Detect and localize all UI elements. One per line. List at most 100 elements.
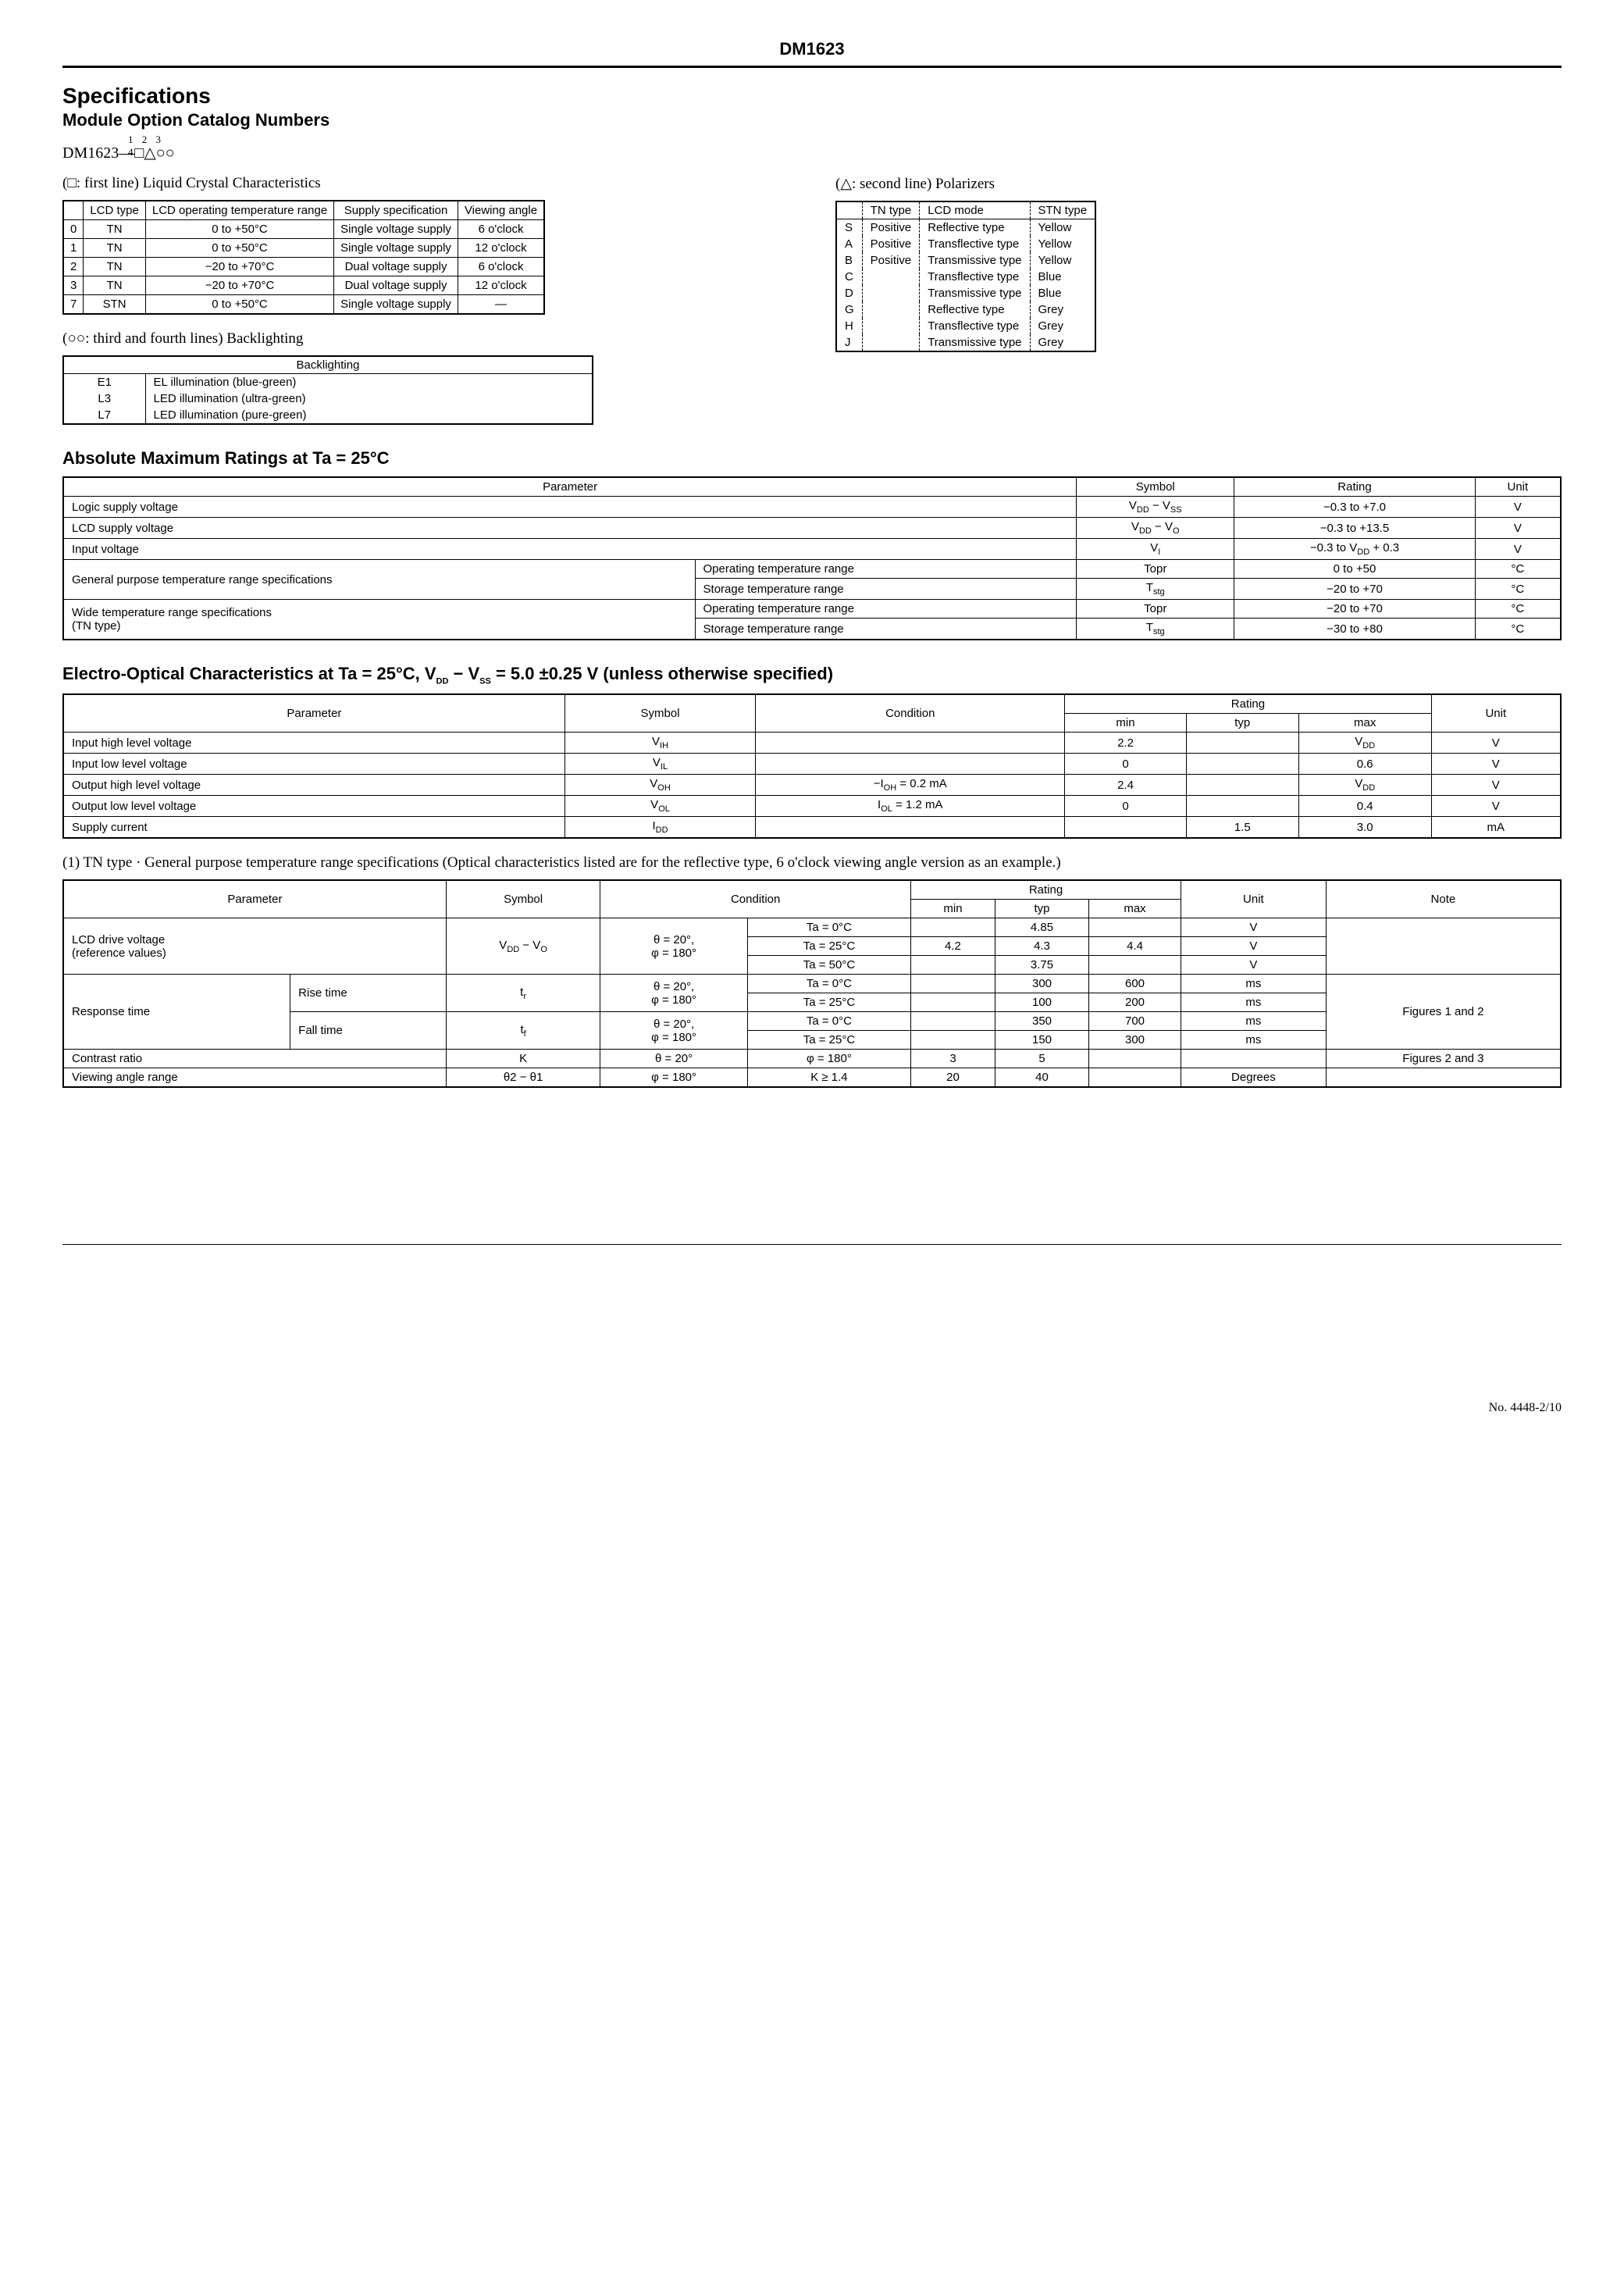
tn-c: 5 [995,1050,1088,1068]
eo-cell: V [1431,754,1561,775]
pol-cell: Yellow [1030,252,1095,269]
tn-c: θ = 20°,φ = 180° [600,1012,748,1050]
tn-c: 700 [1089,1012,1181,1031]
tn-c: VDD − VO [446,918,600,975]
footer-rule [62,1244,1562,1245]
eo-cell [756,733,1065,754]
eo-cell: VIH [564,733,755,754]
tn-c: 3.75 [995,956,1088,975]
lcd-header-cell: Viewing angle [458,201,544,220]
tn-c [1089,956,1181,975]
tn-c: Response time [63,975,290,1050]
tn-h: Rating [910,880,1181,900]
tn-c: Ta = 0°C [747,918,910,937]
backlight-desc: LED illumination (ultra-green) [145,390,593,407]
eo-cell: VIL [564,754,755,775]
tn-c: Viewing angle range [63,1068,446,1088]
tn-h: Note [1326,880,1561,918]
abs-cell: −0.3 to VDD + 0.3 [1234,539,1475,560]
eo-h: min [1065,714,1186,733]
tn-type-table: Parameter Symbol Condition Rating Unit N… [62,879,1562,1088]
pol-cell [862,334,920,351]
pol-cell: J [836,334,862,351]
abs-cell: VI [1077,539,1234,560]
eo-cell: VDD [1298,775,1431,796]
pol-cell: Grey [1030,318,1095,334]
tn-c [910,1012,995,1031]
tn-c: θ = 20° [600,1050,748,1068]
abs-cell: Tstg [1077,579,1234,600]
tn-c [1326,918,1561,975]
eo-cell: V [1431,733,1561,754]
pol-cell: Yellow [1030,236,1095,252]
lcd-cell: Single voltage supply [334,239,458,258]
eo-cell: Supply current [63,817,564,839]
abs-cell: V [1475,539,1561,560]
tn-c: 200 [1089,993,1181,1012]
abs-h-unit: Unit [1475,477,1561,497]
lcd-cell: Single voltage supply [334,295,458,315]
eo-h: Unit [1431,694,1561,733]
abs-max-title: Absolute Maximum Ratings at Ta = 25°C [62,448,1562,469]
tn-h: Symbol [446,880,600,918]
abs-cell: °C [1475,600,1561,619]
tn-c: θ = 20°,φ = 180° [600,918,748,975]
abs-cell: V [1475,518,1561,539]
pol-cell: A [836,236,862,252]
tn-c: Ta = 25°C [747,937,910,956]
lcd-cell: — [458,295,544,315]
lcd-table-caption: (□: first line) Liquid Crystal Character… [62,175,789,192]
tn-c: tr [446,975,600,1012]
eo-cell: VOH [564,775,755,796]
backlight-table: Backlighting E1EL illumination (blue-gre… [62,355,593,425]
abs-cell: Tstg [1077,619,1234,640]
tn-c: 150 [995,1031,1088,1050]
tn-c: 3 [910,1050,995,1068]
pol-cell: Positive [862,219,920,237]
tn-h: min [910,900,995,918]
lcd-cell: 6 o'clock [458,220,544,239]
abs-cell: Operating temperature range [695,560,1077,579]
lcd-characteristics-table: LCD typeLCD operating temperature rangeS… [62,200,545,315]
pol-cell: S [836,219,862,237]
pol-cell: Transmissive type [920,334,1030,351]
tn-c: θ = 20°,φ = 180° [600,975,748,1012]
abs-cell: VDD − VO [1077,518,1234,539]
backlight-desc: EL illumination (blue-green) [145,374,593,391]
header-rule [62,66,1562,68]
eo-cell [1186,775,1298,796]
tn-h: typ [995,900,1088,918]
tn-note: (1) TN type · General purpose temperatur… [62,854,1562,872]
tn-c [910,918,995,937]
pol-cell: Blue [1030,269,1095,285]
lcd-header-cell: Supply specification [334,201,458,220]
tn-c: ms [1181,975,1327,993]
tn-c: Ta = 25°C [747,993,910,1012]
pol-header-cell: STN type [1030,201,1095,219]
tn-c: Contrast ratio [63,1050,446,1068]
abs-h-symbol: Symbol [1077,477,1234,497]
backlight-header: Backlighting [63,356,593,374]
eo-cell [756,754,1065,775]
tn-c: Degrees [1181,1068,1327,1088]
pol-cell: Reflective type [920,301,1030,318]
lcd-cell: 6 o'clock [458,258,544,276]
pol-cell: C [836,269,862,285]
tn-c: 600 [1089,975,1181,993]
eo-cell [1186,796,1298,817]
eo-cell: 1.5 [1186,817,1298,839]
tn-c [1089,1050,1181,1068]
eo-cell: 2.2 [1065,733,1186,754]
lcd-cell: 12 o'clock [458,239,544,258]
abs-max-table: Parameter Symbol Rating Unit Logic suppl… [62,476,1562,640]
tn-c: θ2 − θ1 [446,1068,600,1088]
lcd-cell: 3 [63,276,84,295]
pol-header-cell [836,201,862,219]
lcd-header-cell [63,201,84,220]
abs-cell: Storage temperature range [695,619,1077,640]
tn-c: φ = 180° [747,1050,910,1068]
lcd-cell: 2 [63,258,84,276]
backlight-desc: LED illumination (pure-green) [145,407,593,424]
lcd-cell: TN [84,239,146,258]
tn-c: V [1181,918,1327,937]
